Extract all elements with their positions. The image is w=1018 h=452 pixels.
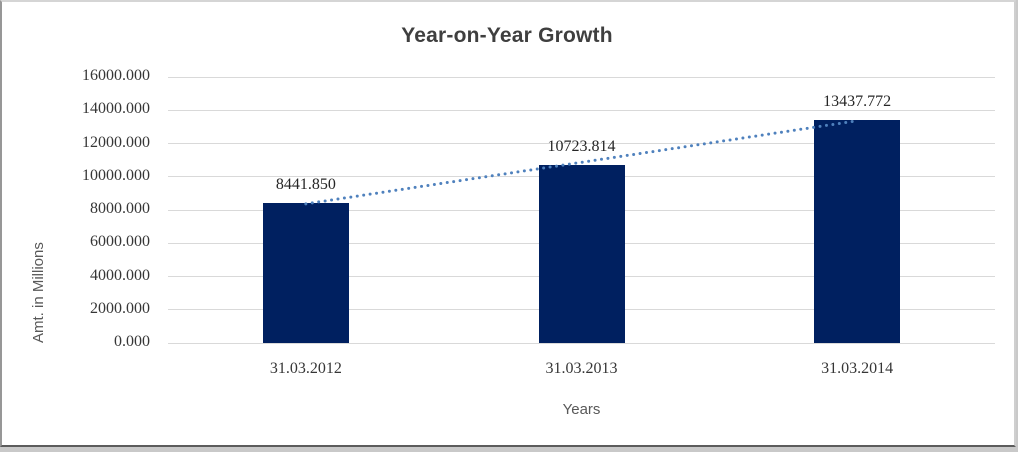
- y-tick-label: 6000.000: [90, 233, 150, 251]
- bar: [814, 119, 901, 343]
- y-tick-label: 12000.000: [82, 133, 150, 151]
- gridline: [168, 76, 995, 78]
- y-tick-label: 0.000: [114, 333, 150, 350]
- data-label: 8441.850: [275, 175, 336, 193]
- y-tick-label: 4000.000: [90, 266, 150, 284]
- x-tick-label: 31.03.2014: [821, 360, 894, 377]
- x-axis-title: Years: [562, 401, 601, 418]
- chart-title: Year-on-Year Growth: [401, 24, 613, 47]
- y-tick-label: 8000.000: [90, 200, 150, 217]
- y-tick-label: 2000.000: [90, 299, 150, 317]
- bar: [538, 164, 625, 343]
- y-tick-label: 16000.000: [82, 67, 150, 84]
- gridline: [168, 109, 995, 111]
- y-tick-label: 14000.000: [82, 100, 150, 118]
- x-tick-label: 31.03.2012: [269, 360, 342, 377]
- data-label: 10723.814: [547, 137, 616, 155]
- gridline: [168, 342, 995, 344]
- y-tick-label: 10000.000: [82, 166, 150, 184]
- x-tick-label: 31.03.2013: [545, 360, 618, 377]
- data-label: 13437.772: [823, 92, 892, 110]
- bar: [262, 202, 349, 343]
